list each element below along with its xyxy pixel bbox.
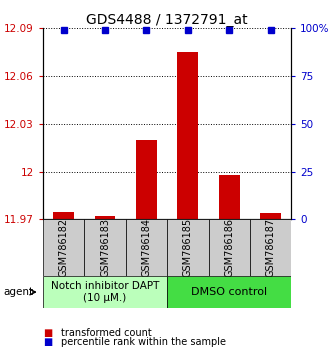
Bar [167, 276, 291, 308]
Text: ■: ■ [43, 328, 52, 338]
Bar [126, 219, 167, 276]
Bar [177, 52, 198, 219]
Bar [209, 219, 250, 276]
Bar [136, 140, 157, 219]
Text: transformed count: transformed count [61, 328, 152, 338]
Text: GSM786187: GSM786187 [265, 218, 276, 278]
Text: ■: ■ [43, 337, 52, 347]
Bar [43, 276, 167, 308]
Text: agent: agent [3, 287, 33, 297]
Bar [219, 175, 240, 219]
Bar [53, 212, 74, 219]
Text: Notch inhibitor DAPT
(10 μM.): Notch inhibitor DAPT (10 μM.) [51, 281, 159, 303]
Text: GSM786185: GSM786185 [183, 218, 193, 278]
Title: GDS4488 / 1372791_at: GDS4488 / 1372791_at [86, 13, 248, 27]
Text: GSM786182: GSM786182 [59, 218, 69, 278]
Bar [43, 219, 84, 276]
Bar [84, 219, 126, 276]
Bar [260, 213, 281, 219]
Text: DMSO control: DMSO control [191, 287, 267, 297]
Bar [167, 219, 209, 276]
Text: GSM786186: GSM786186 [224, 218, 234, 277]
Bar [250, 219, 291, 276]
Text: GSM786184: GSM786184 [141, 218, 152, 277]
Text: GSM786183: GSM786183 [100, 218, 110, 277]
Text: percentile rank within the sample: percentile rank within the sample [61, 337, 226, 347]
Bar [95, 216, 116, 219]
